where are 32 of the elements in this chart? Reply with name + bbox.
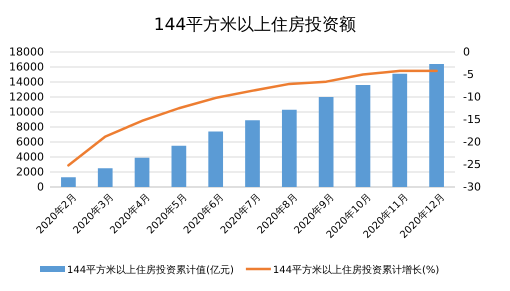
y-tick-label: 16000 [9, 60, 44, 74]
bar [134, 158, 150, 187]
y2-tick-label: 0 [463, 46, 470, 59]
y2-tick-label: -25 [463, 158, 481, 172]
legend-label: 144平方米以上住房投资累计增长(%) [272, 264, 440, 276]
y-tick-label: 0 [37, 180, 44, 194]
y2-tick-label: -15 [463, 113, 481, 126]
y2-tick-label: -30 [463, 180, 481, 194]
line-series [67, 70, 438, 167]
y2-tick-label: -5 [463, 68, 474, 82]
chart-title: 144平方米以上住房投资额 [154, 15, 356, 35]
bar [61, 177, 76, 187]
bar [356, 85, 370, 187]
y-tick-label: 18000 [9, 46, 44, 59]
legend-label: 144平方米以上住房投资累计值(亿元) [67, 264, 234, 276]
y-tick-label: 10000 [9, 106, 44, 119]
y2-tick-label: -20 [463, 136, 481, 149]
y-tick-label: 8000 [16, 120, 44, 134]
bar [282, 110, 297, 187]
bar [392, 74, 408, 187]
bar [208, 132, 224, 187]
bar [98, 168, 113, 187]
bar [318, 97, 334, 187]
y-tick-label: 12000 [9, 90, 44, 104]
y-tick-label: 14000 [9, 76, 44, 89]
y-tick-label: 6000 [16, 136, 44, 149]
bar [245, 120, 260, 187]
y-tick-label: 4000 [16, 150, 44, 164]
bar [429, 64, 444, 187]
y-tick-label: 2000 [16, 166, 44, 179]
bar [172, 146, 186, 187]
y2-tick-label: -10 [463, 90, 481, 104]
